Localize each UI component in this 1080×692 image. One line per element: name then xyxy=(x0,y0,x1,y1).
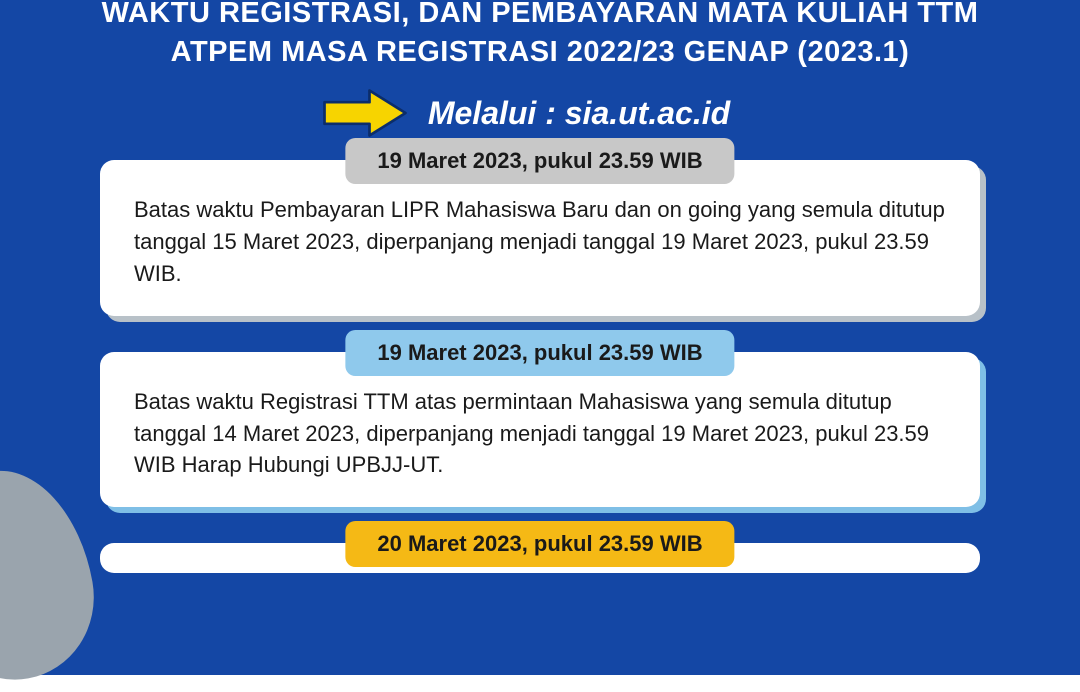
melalui-row: Melalui : sia.ut.ac.id xyxy=(0,86,1080,140)
melalui-label: Melalui : xyxy=(428,95,556,131)
arrow-right-icon xyxy=(320,86,410,140)
card-2-date-pill: 19 Maret 2023, pukul 23.59 WIB xyxy=(345,330,734,376)
card-2: 19 Maret 2023, pukul 23.59 WIB Batas wak… xyxy=(100,352,980,508)
melalui-text: Melalui : sia.ut.ac.id xyxy=(428,95,730,132)
card-2-text: Batas waktu Registrasi TTM atas perminta… xyxy=(134,386,946,482)
arrow-right-shape xyxy=(324,91,405,136)
cards-container: 19 Maret 2023, pukul 23.59 WIB Batas wak… xyxy=(0,160,1080,609)
card-3-date-pill: 20 Maret 2023, pukul 23.59 WIB xyxy=(345,521,734,567)
melalui-site: sia.ut.ac.id xyxy=(565,95,730,131)
card-3: 20 Maret 2023, pukul 23.59 WIB xyxy=(100,543,980,573)
card-1-text: Batas waktu Pembayaran LIPR Mahasiswa Ba… xyxy=(134,194,946,290)
card-1-date-pill: 19 Maret 2023, pukul 23.59 WIB xyxy=(345,138,734,184)
card-1: 19 Maret 2023, pukul 23.59 WIB Batas wak… xyxy=(100,160,980,316)
page-title: WAKTU REGISTRASI, DAN PEMBAYARAN MATA KU… xyxy=(0,0,1080,72)
